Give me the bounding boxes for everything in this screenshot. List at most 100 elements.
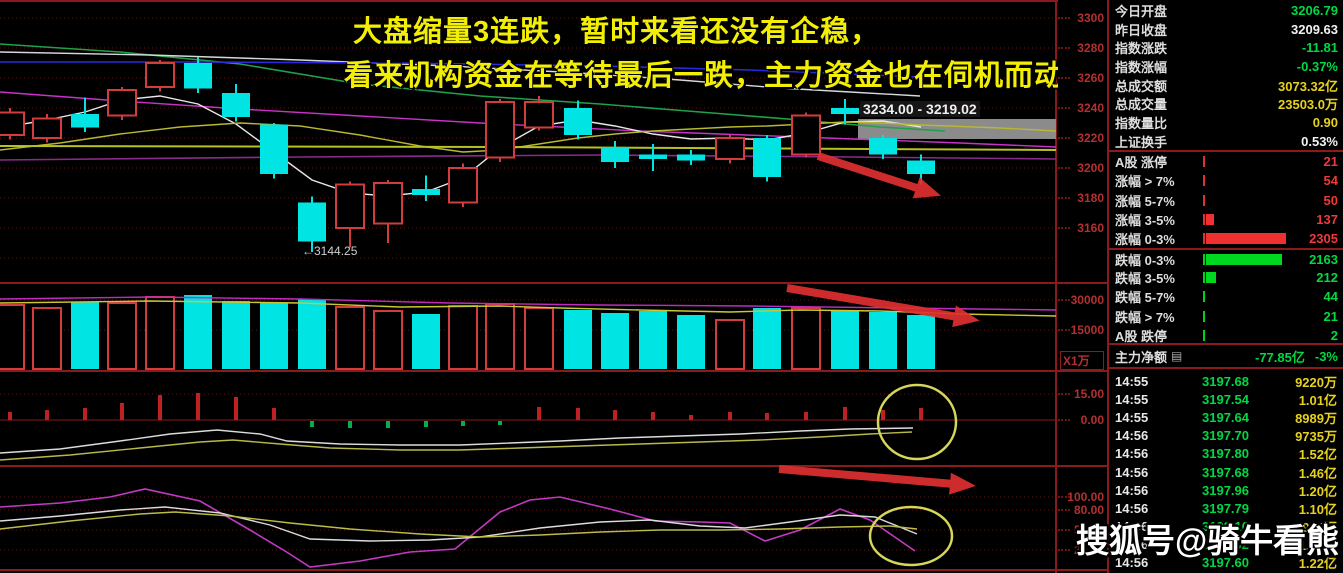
- price-range-label: 3234.00 - 3219.02: [860, 101, 980, 117]
- quote-row: 昨日收盘 3209.63: [1109, 20, 1343, 39]
- tick-volume: 1.46亿: [1298, 465, 1337, 481]
- breadth-row: 涨幅 0-3% 2305: [1109, 229, 1343, 248]
- tick-price: 3197.68: [1202, 464, 1249, 480]
- tick-price: 3198.10: [1202, 519, 1249, 535]
- tick-volume: 1.10亿: [1298, 501, 1337, 517]
- tick-time: 14:55: [1115, 373, 1149, 389]
- tick-price: 3197.96: [1202, 482, 1249, 498]
- tick-time: 14:55: [1115, 391, 1149, 407]
- tick-row: 14:55 3197.64 8989万: [1109, 408, 1343, 426]
- annotation-line1: 大盘缩量3连跌，暂时来看还没有企稳，: [353, 16, 881, 48]
- breadth-tick: [1203, 291, 1205, 303]
- breadth-row: 跌幅 > 7% 21: [1109, 306, 1343, 325]
- breadth-value: 50: [1323, 192, 1338, 208]
- tick-row: 14:56 3197.96 1.20亿: [1109, 481, 1343, 499]
- breadth-label: 跌幅 0-3%: [1115, 252, 1175, 268]
- axis-label: 3160: [1077, 221, 1104, 235]
- axis-label: 3180: [1077, 191, 1104, 205]
- kline-chart[interactable]: 大盘缩量3连跌，暂时来看还没有企稳， 看来机构资金在等待最后一跌，主力资金也在伺…: [0, 0, 1063, 573]
- axis-label: 3240: [1077, 101, 1104, 115]
- breadth-bar: [1206, 271, 1216, 283]
- breadth-bar: [1206, 214, 1214, 226]
- breadth-label: A股 涨停: [1115, 155, 1168, 171]
- breadth-value: 137: [1316, 212, 1338, 228]
- low-price-label: ←3144.25: [302, 244, 358, 258]
- tick-time: 14:56: [1115, 500, 1149, 516]
- quote-row: 今日开盘 3206.79: [1109, 1, 1343, 20]
- main-net-row: 主力净额 ▤ -77.85亿 -3%: [1109, 345, 1343, 369]
- axis-label: 3300: [1077, 11, 1104, 25]
- tick-row: 14:56 3197.80 1.52亿: [1109, 445, 1343, 463]
- quote-label: 总成交额: [1115, 78, 1168, 94]
- breadth-label: A股 跌停: [1115, 328, 1168, 344]
- tick-volume: 1.20亿: [1298, 483, 1337, 499]
- breadth-bar: [1206, 233, 1286, 245]
- quote-row: 指数涨跌 -11.81: [1109, 38, 1343, 57]
- tick-time: 14:55: [1115, 409, 1149, 425]
- quote-label: 昨日收盘: [1115, 22, 1168, 38]
- tick-volume: 8989万: [1295, 410, 1337, 426]
- quote-row: 总成交额 3073.32亿: [1109, 76, 1343, 95]
- quote-value: 0.90: [1312, 114, 1338, 130]
- tick-time: 14:56: [1115, 446, 1149, 462]
- tick-time: 14:56: [1115, 428, 1149, 444]
- kline-chart-canvas[interactable]: [0, 0, 1058, 573]
- axis-label: 30000: [1070, 293, 1104, 307]
- tick-time: 14:56: [1115, 537, 1149, 553]
- price-axis-column: 3300 3280 3260 3240 3220 3200 3180 3160 30000 150…: [1058, 0, 1107, 573]
- tick-price: 3197.68: [1202, 373, 1249, 389]
- tick-volume: 1.52亿: [1298, 447, 1337, 463]
- tick-price: 3197.79: [1202, 500, 1249, 516]
- axis-label: 3220: [1077, 131, 1104, 145]
- tick-price: 3197.70: [1202, 428, 1249, 444]
- breadth-value: 212: [1316, 269, 1338, 285]
- quote-row: 指数涨幅 -0.37%: [1109, 57, 1343, 76]
- tick-price: 3197.80: [1202, 446, 1249, 462]
- tick-volume: 9735万: [1295, 429, 1337, 445]
- breadth-bar-zone: [1203, 171, 1294, 190]
- quote-row: 指数量比 0.90: [1109, 113, 1343, 132]
- tick-row: 14:56 3197.68 1.46亿: [1109, 463, 1343, 481]
- main-net-percent: -3%: [1314, 348, 1338, 364]
- breadth-row: 涨幅 5-7% 50: [1109, 191, 1343, 210]
- tick-price: 3197.64: [1202, 409, 1249, 425]
- tick-volume: 9220万: [1295, 374, 1337, 390]
- axis-label: 3280: [1077, 41, 1104, 55]
- tick-volume: 9944万: [1295, 520, 1337, 536]
- breadth-label: 跌幅 3-5%: [1115, 270, 1175, 286]
- index-quote-section: 今日开盘 3206.79 昨日收盘 3209.63 指数涨跌 -11.81 指数涨幅 …: [1109, 0, 1343, 152]
- breadth-tick: [1203, 253, 1205, 265]
- tick-list[interactable]: 14:55 3197.68 9220万 14:55 3197.54 1.01亿 14…: [1109, 369, 1343, 572]
- quote-label: 指数量比: [1115, 115, 1168, 131]
- tick-time: 14:56: [1115, 555, 1149, 571]
- axis-label: 3260: [1077, 71, 1104, 85]
- breadth-row: 涨幅 3-5% 137: [1109, 210, 1343, 229]
- main-net-detail-icon[interactable]: ▤: [1171, 349, 1183, 363]
- breadth-value: 21: [1323, 308, 1338, 324]
- tick-row: 14:56 3197.60 1.22亿: [1109, 554, 1343, 572]
- breadth-tick: [1203, 271, 1205, 283]
- volume-unit-label: X1万: [1060, 351, 1104, 370]
- quote-label: 今日开盘: [1115, 3, 1168, 19]
- breadth-row: 跌幅 5-7% 44: [1109, 287, 1343, 306]
- axis-label: 50.00: [1073, 523, 1104, 537]
- market-breadth-section: A股 涨停 21 涨幅 > 7% 54 涨幅 5-7% 50 涨幅 3-5% 137 涨…: [1109, 152, 1343, 345]
- breadth-tick: [1203, 194, 1205, 206]
- breadth-value: 2305: [1309, 231, 1338, 247]
- main-net-value: -77.85亿: [1255, 349, 1305, 365]
- breadth-tick: [1203, 175, 1205, 187]
- tick-row: 14:56 3197.70 9735万: [1109, 427, 1343, 445]
- quote-value: 3073.32亿: [1278, 78, 1338, 94]
- quote-value: 0.53%: [1301, 133, 1338, 149]
- breadth-row: A股 跌停 2: [1109, 326, 1343, 345]
- breadth-label: 跌幅 > 7%: [1115, 309, 1175, 325]
- tick-price: 3197.92: [1202, 537, 1249, 553]
- quote-value: -0.37%: [1296, 58, 1338, 74]
- breadth-label: 涨幅 0-3%: [1115, 232, 1175, 248]
- breadth-bar-zone: [1203, 191, 1294, 210]
- breadth-bar-zone: [1203, 326, 1294, 345]
- breadth-value: 54: [1323, 173, 1338, 189]
- breadth-bar-zone: [1203, 306, 1294, 325]
- tick-time: 14:56: [1115, 464, 1149, 480]
